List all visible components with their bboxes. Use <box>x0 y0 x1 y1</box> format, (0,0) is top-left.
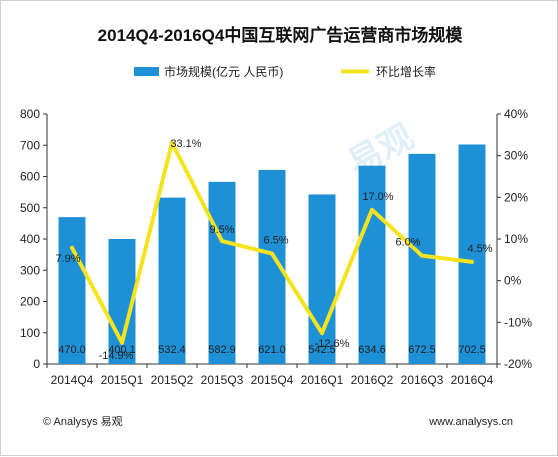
y-right-tick-label: -20% <box>504 357 532 371</box>
y-left-tick-label: 0 <box>33 357 40 371</box>
legend-label-line: 环比增长率 <box>376 64 436 79</box>
bar-value-label: 634.6 <box>358 344 386 356</box>
footer-copyright: © Analysys 易观 <box>43 415 123 428</box>
bar <box>208 181 236 364</box>
bar-value-label: 702.5 <box>458 344 486 356</box>
line-point <box>370 207 374 212</box>
y-right-tick-label: 10% <box>504 232 528 246</box>
bar <box>158 197 186 364</box>
bar <box>358 165 386 364</box>
bar <box>58 217 86 364</box>
bar-value-label: 582.9 <box>208 344 236 356</box>
line-point <box>320 331 324 336</box>
line-point <box>270 251 274 256</box>
bar-value-label: 542.5 <box>308 344 336 356</box>
line-value-label: 17.0% <box>362 191 393 203</box>
y-right-tick-label: 30% <box>504 149 528 163</box>
x-category-label: 2016Q2 <box>351 373 394 387</box>
y-right-tick-label: 40% <box>504 107 528 121</box>
y-left-tick-label: 200 <box>20 295 40 309</box>
line-point <box>170 140 174 145</box>
line-value-label: 6.5% <box>263 235 288 247</box>
y-left-tick-label: 500 <box>20 201 40 215</box>
x-category-label: 2015Q1 <box>101 373 144 387</box>
legend-label-bar: 市场规模(亿元 人民币) <box>164 64 283 79</box>
y-right-tick-label: 0% <box>504 274 522 288</box>
legend-swatch-bar <box>134 67 159 76</box>
x-category-label: 2015Q4 <box>251 373 294 387</box>
chart-title: 2014Q4-2016Q4中国互联网广告运营商市场规模 <box>98 25 464 45</box>
bar-value-label: 470.0 <box>58 344 86 356</box>
line-value-label: 33.1% <box>170 138 201 150</box>
x-category-label: 2016Q4 <box>451 373 494 387</box>
line-point <box>470 259 474 264</box>
y-right-tick-label: -10% <box>504 315 532 329</box>
line-point <box>220 239 224 244</box>
bar-value-label: 672.5 <box>408 344 436 356</box>
bar-value-label: 400.1 <box>108 344 136 356</box>
line-value-label: -12.6% <box>315 338 350 350</box>
y-left-tick-label: 800 <box>20 107 40 121</box>
x-category-label: 2014Q4 <box>51 373 94 387</box>
x-category-label: 2016Q1 <box>301 373 344 387</box>
x-category-label: 2016Q3 <box>401 373 444 387</box>
x-category-label: 2015Q3 <box>201 373 244 387</box>
bar <box>458 144 486 364</box>
legend: 市场规模(亿元 人民币) 环比增长率 <box>134 64 436 79</box>
line-value-label: 9.5% <box>209 224 234 236</box>
plot-area: 0 100 200 300 400 500 600 700 800 -20% -10% 0% 10% 20… <box>20 107 532 387</box>
y-left-tick-label: 600 <box>20 170 40 184</box>
line-point <box>420 253 424 258</box>
y-left-tick-label: 100 <box>20 326 40 340</box>
bar-value-label: 621.0 <box>258 344 286 356</box>
x-category-label: 2015Q2 <box>151 373 194 387</box>
line-point <box>70 245 74 250</box>
y-left-tick-label: 400 <box>20 232 40 246</box>
bar <box>408 153 436 364</box>
bar-value-label: 532.4 <box>158 344 186 356</box>
y-right-tick-label: 20% <box>504 190 528 204</box>
line-value-label: -14.9% <box>99 350 134 362</box>
footer-website: www.analysys.cn <box>428 416 513 428</box>
line-point <box>120 340 124 345</box>
line-value-label: 4.5% <box>467 243 492 255</box>
line-value-label: 6.0% <box>395 237 420 249</box>
y-left-tick-label: 700 <box>20 138 40 152</box>
bar <box>308 194 336 364</box>
y-left-tick-label: 300 <box>20 263 40 277</box>
line-value-label: 7.9% <box>55 253 80 265</box>
